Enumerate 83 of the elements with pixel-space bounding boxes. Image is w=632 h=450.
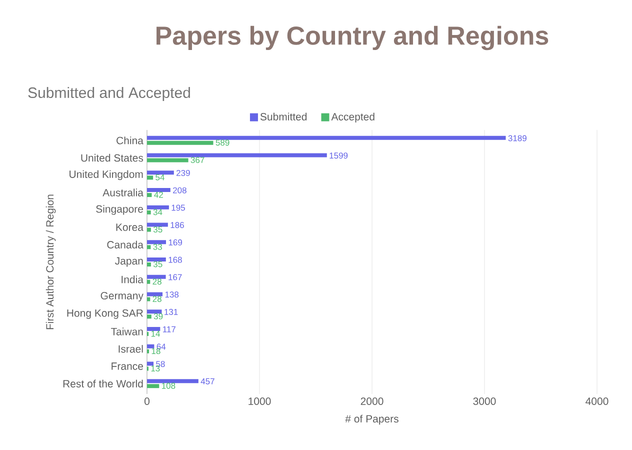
bar	[147, 176, 154, 180]
data-label: 168	[168, 256, 182, 263]
data-label: 117	[163, 326, 176, 332]
y-tick-label: China	[116, 136, 144, 144]
bar	[147, 188, 170, 192]
data-label: 39	[154, 313, 163, 320]
bar	[147, 153, 327, 158]
bar	[147, 280, 150, 284]
legend-label: Accepted	[331, 112, 374, 123]
data-label: 64	[156, 344, 166, 350]
y-tick-label: Rest of the World	[63, 380, 143, 388]
x-tick-label: 1000	[248, 398, 271, 405]
bar	[147, 384, 160, 388]
data-label: 28	[152, 296, 162, 302]
bar	[147, 193, 152, 198]
bar	[147, 205, 169, 210]
data-label: 208	[173, 187, 186, 194]
data-label: 34	[153, 209, 162, 216]
data-label: 3189	[508, 135, 526, 142]
x-tick-label: 0	[144, 398, 150, 405]
bar	[147, 297, 150, 302]
y-tick-label: India	[122, 276, 144, 284]
chart-subtitle: Submitted and Accepted	[28, 87, 190, 101]
data-label: 13	[151, 365, 160, 372]
bar	[147, 344, 154, 348]
bar	[147, 158, 188, 162]
data-label: 167	[168, 274, 182, 280]
data-label: 589	[216, 140, 230, 146]
bar	[147, 310, 162, 314]
data-label: 35	[153, 226, 162, 232]
data-label: 457	[200, 378, 214, 384]
y-tick-label: Australia	[102, 188, 144, 196]
bar	[147, 314, 152, 319]
data-label: 195	[172, 204, 185, 211]
bar	[147, 240, 166, 244]
bar	[147, 379, 198, 384]
data-label: 108	[162, 382, 176, 389]
y-tick-label: United States	[81, 154, 144, 162]
data-label: 169	[168, 239, 182, 246]
y-tick-label: Taiwan	[111, 328, 143, 336]
y-tick-label: Germany	[100, 292, 144, 302]
y-tick-label: France	[112, 362, 143, 370]
data-label: 54	[156, 174, 164, 180]
bar	[147, 170, 174, 175]
bar	[147, 274, 166, 279]
data-label: 58	[156, 361, 165, 368]
y-tick-label: Israel	[118, 344, 143, 353]
bar	[147, 362, 154, 366]
data-label: 33	[153, 244, 162, 250]
data-label: 239	[176, 170, 190, 176]
x-tick-label: 2000	[360, 398, 384, 405]
y-tick-label: Japan	[115, 257, 143, 267]
bar	[147, 228, 151, 232]
y-tick-label: United Kingdom	[70, 170, 143, 180]
bar	[147, 262, 151, 266]
data-label: 367	[190, 156, 204, 163]
chart-title: Papers by Country and Regions	[156, 26, 548, 50]
bar	[147, 222, 168, 227]
bar	[147, 136, 506, 140]
data-label: 131	[164, 308, 178, 315]
bar	[147, 292, 163, 296]
bar	[147, 258, 166, 262]
bar	[147, 140, 214, 145]
y-tick-label: Korea	[116, 224, 144, 231]
bar	[147, 326, 160, 331]
data-label: 14	[151, 330, 160, 337]
bar	[147, 210, 151, 214]
y-tick-label: Singapore	[96, 205, 143, 215]
data-label: 1599	[330, 152, 348, 159]
x-tick-label: 3000	[473, 398, 496, 405]
legend-label: Submitted	[260, 112, 307, 120]
y-tick-label: Canada	[107, 240, 144, 248]
data-label: 28	[152, 278, 162, 285]
x-tick-label: 4000	[586, 398, 608, 405]
data-label: 186	[170, 222, 184, 228]
x-axis-title: # of Papers	[345, 414, 398, 425]
bar	[147, 245, 151, 250]
data-label: 35	[153, 261, 162, 268]
y-tick-label: Hong Kong SAR	[67, 309, 143, 319]
data-label: 18	[152, 348, 160, 354]
data-label: 138	[165, 292, 179, 298]
data-label: 42	[154, 192, 163, 198]
y-axis-title: First Author Country / Region	[46, 194, 56, 330]
